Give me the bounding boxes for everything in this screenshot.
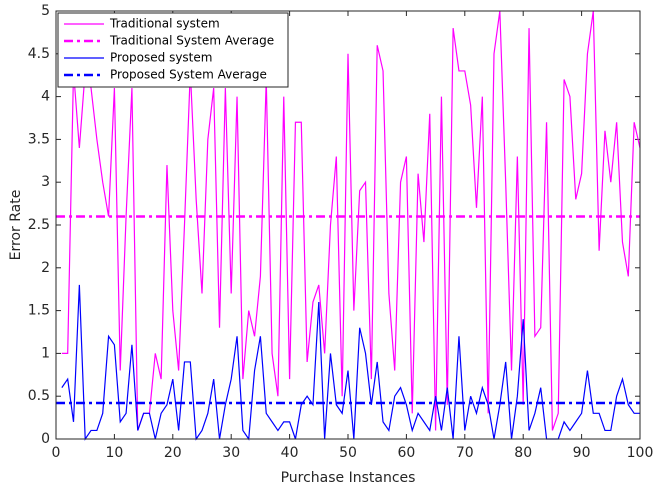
x-tick-label: 90 (573, 445, 591, 461)
legend-label: Traditional System Average (109, 34, 274, 48)
y-tick-label: 3 (41, 174, 50, 190)
x-tick-label: 50 (339, 445, 357, 461)
x-tick-label: 100 (627, 445, 653, 461)
y-tick-label: 4.5 (28, 46, 50, 62)
y-tick-label: 1 (41, 345, 50, 361)
legend-label: Traditional system (109, 17, 220, 31)
y-axis-label: Error Rate (8, 190, 24, 261)
y-tick-label: 1.5 (28, 303, 50, 319)
y-tick-label: 4 (41, 89, 50, 105)
legend: Traditional system Traditional System Ave… (57, 12, 289, 88)
y-tick-label: 5 (41, 3, 50, 19)
x-tick-label: 80 (514, 445, 532, 461)
x-axis-label: Purchase Instances (281, 470, 416, 486)
y-tick-label: 0 (41, 431, 50, 447)
plot-frame (55, 10, 641, 440)
legend-label: Proposed System Average (110, 68, 267, 82)
data-line (61, 10, 641, 431)
y-tick-label: 3.5 (28, 131, 50, 147)
x-tick-label: 10 (105, 445, 123, 461)
y-tick-label: 2 (41, 260, 50, 276)
legend-label: Proposed system (110, 51, 212, 65)
x-tick-label: 40 (281, 445, 299, 461)
x-tick-label: 30 (222, 445, 240, 461)
legend-box (57, 12, 289, 88)
data-line (61, 284, 640, 441)
y-tick-label: 0.5 (28, 388, 50, 404)
x-tick-label: 60 (397, 445, 415, 461)
x-tick-label: 0 (52, 445, 61, 461)
x-tick-label: 20 (164, 445, 182, 461)
x-tick-label: 70 (456, 445, 474, 461)
y-tick-label: 2.5 (28, 217, 50, 233)
